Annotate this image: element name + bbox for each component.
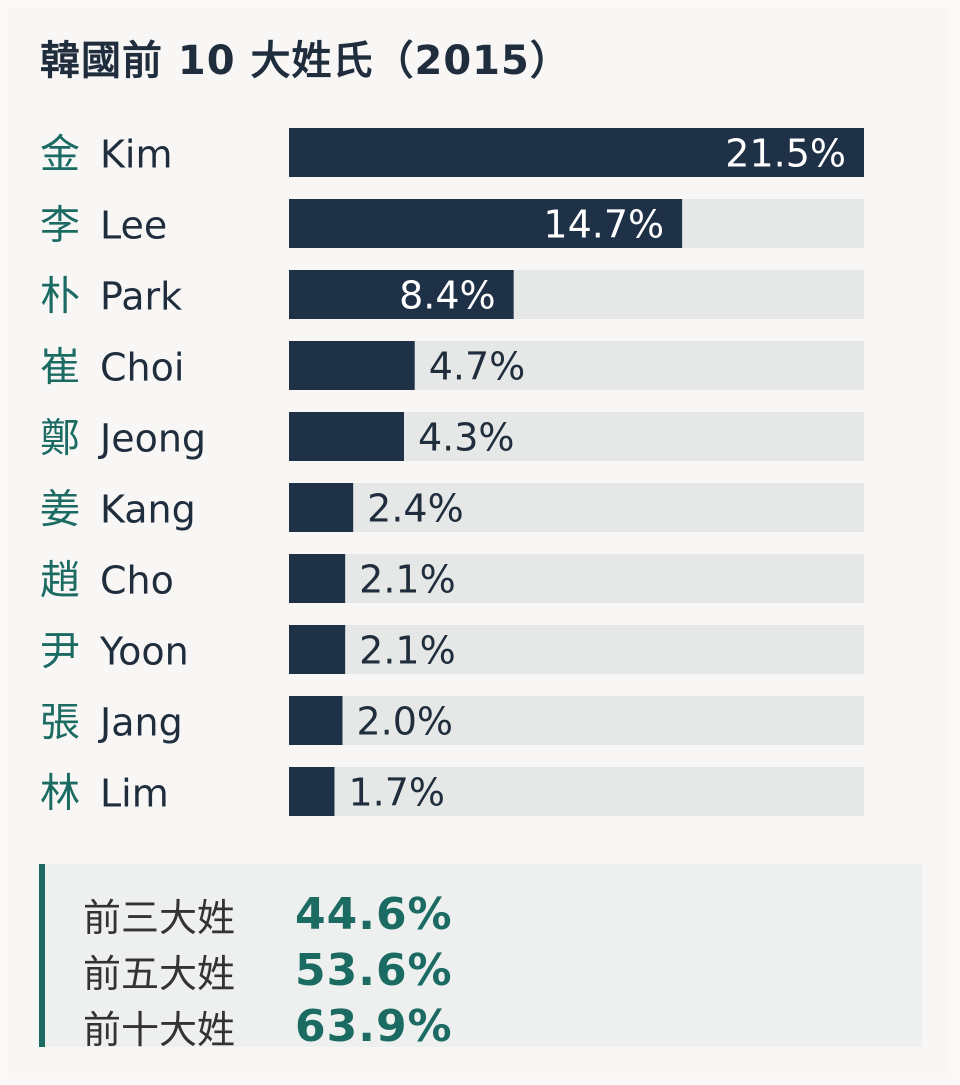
bar-chart: 金 Kim 21.5% 李 Lee 14.7% 朴 Park 8.4% 崔 Choi 4.7% 鄭 Jeo… bbox=[40, 128, 864, 817]
surname-roman-park: Park bbox=[100, 275, 182, 319]
surname-hanja-yoon: 尹 bbox=[40, 629, 80, 675]
surname-roman-kim: Kim bbox=[100, 133, 173, 177]
surname-roman-jang: Jang bbox=[98, 701, 183, 745]
chart-title: 韓國前 10 大姓氏（2015） bbox=[40, 38, 571, 84]
surname-roman-kang: Kang bbox=[100, 488, 196, 532]
bar-track bbox=[289, 625, 864, 674]
surname-hanja-lee: 李 bbox=[40, 203, 80, 249]
summary-row-top3: 前三大姓 44.6% bbox=[83, 886, 453, 942]
bar-yoon bbox=[289, 625, 346, 674]
summary-value: 53.6% bbox=[295, 944, 453, 996]
surname-hanja-jeong: 鄭 bbox=[40, 416, 80, 462]
bar-choi bbox=[289, 341, 415, 390]
bar-track bbox=[289, 554, 864, 603]
summary-label: 前五大姓 bbox=[83, 951, 236, 996]
surname-roman-yoon: Yoon bbox=[99, 630, 189, 674]
data-label-lim: 1.7% bbox=[348, 771, 445, 815]
surname-roman-jeong: Jeong bbox=[98, 417, 206, 461]
summary-label: 前十大姓 bbox=[83, 1007, 236, 1052]
bar-lee bbox=[289, 199, 683, 248]
bar-cho bbox=[289, 554, 346, 603]
surname-hanja-jang: 張 bbox=[40, 700, 80, 746]
summary-value: 44.6% bbox=[295, 888, 453, 940]
summary-value: 63.9% bbox=[295, 1000, 453, 1052]
surname-hanja-park: 朴 bbox=[40, 274, 80, 320]
summary-label: 前三大姓 bbox=[83, 895, 236, 940]
surname-roman-choi: Choi bbox=[100, 346, 184, 390]
summary-panel: 前三大姓 44.6% 前五大姓 53.6% 前十大姓 63.9% bbox=[39, 864, 922, 1052]
surname-roman-lim: Lim bbox=[100, 772, 169, 816]
bar-kim bbox=[289, 128, 864, 177]
bar-park bbox=[289, 270, 514, 319]
surname-hanja-lim: 林 bbox=[40, 771, 80, 817]
data-label-jang: 2.0% bbox=[356, 700, 453, 744]
bar-jeong bbox=[289, 412, 404, 461]
data-label-kim: 21.5% bbox=[725, 132, 846, 176]
bar-lim bbox=[289, 767, 335, 816]
summary-row-top10: 前十大姓 63.9% bbox=[83, 998, 453, 1054]
bar-track bbox=[289, 483, 864, 532]
surname-hanja-kim: 金 bbox=[40, 132, 80, 178]
bar-kang bbox=[289, 483, 354, 532]
data-label-kang: 2.4% bbox=[367, 487, 464, 531]
surname-hanja-choi: 崔 bbox=[40, 345, 80, 391]
surname-roman-lee: Lee bbox=[100, 204, 167, 248]
data-label-choi: 4.7% bbox=[429, 345, 526, 389]
surname-hanja-cho: 趙 bbox=[40, 558, 80, 604]
bar-track bbox=[289, 696, 864, 745]
bar-jang bbox=[289, 696, 343, 745]
bar-track bbox=[289, 767, 864, 816]
summary-row-top5: 前五大姓 53.6% bbox=[83, 942, 453, 998]
surname-hanja-kang: 姜 bbox=[40, 487, 80, 533]
data-label-yoon: 2.1% bbox=[359, 629, 456, 673]
data-label-jeong: 4.3% bbox=[418, 416, 515, 460]
surname-roman-cho: Cho bbox=[100, 559, 174, 603]
data-label-cho: 2.1% bbox=[359, 558, 456, 602]
data-label-park: 8.4% bbox=[399, 274, 496, 318]
data-label-lee: 14.7% bbox=[543, 203, 664, 247]
